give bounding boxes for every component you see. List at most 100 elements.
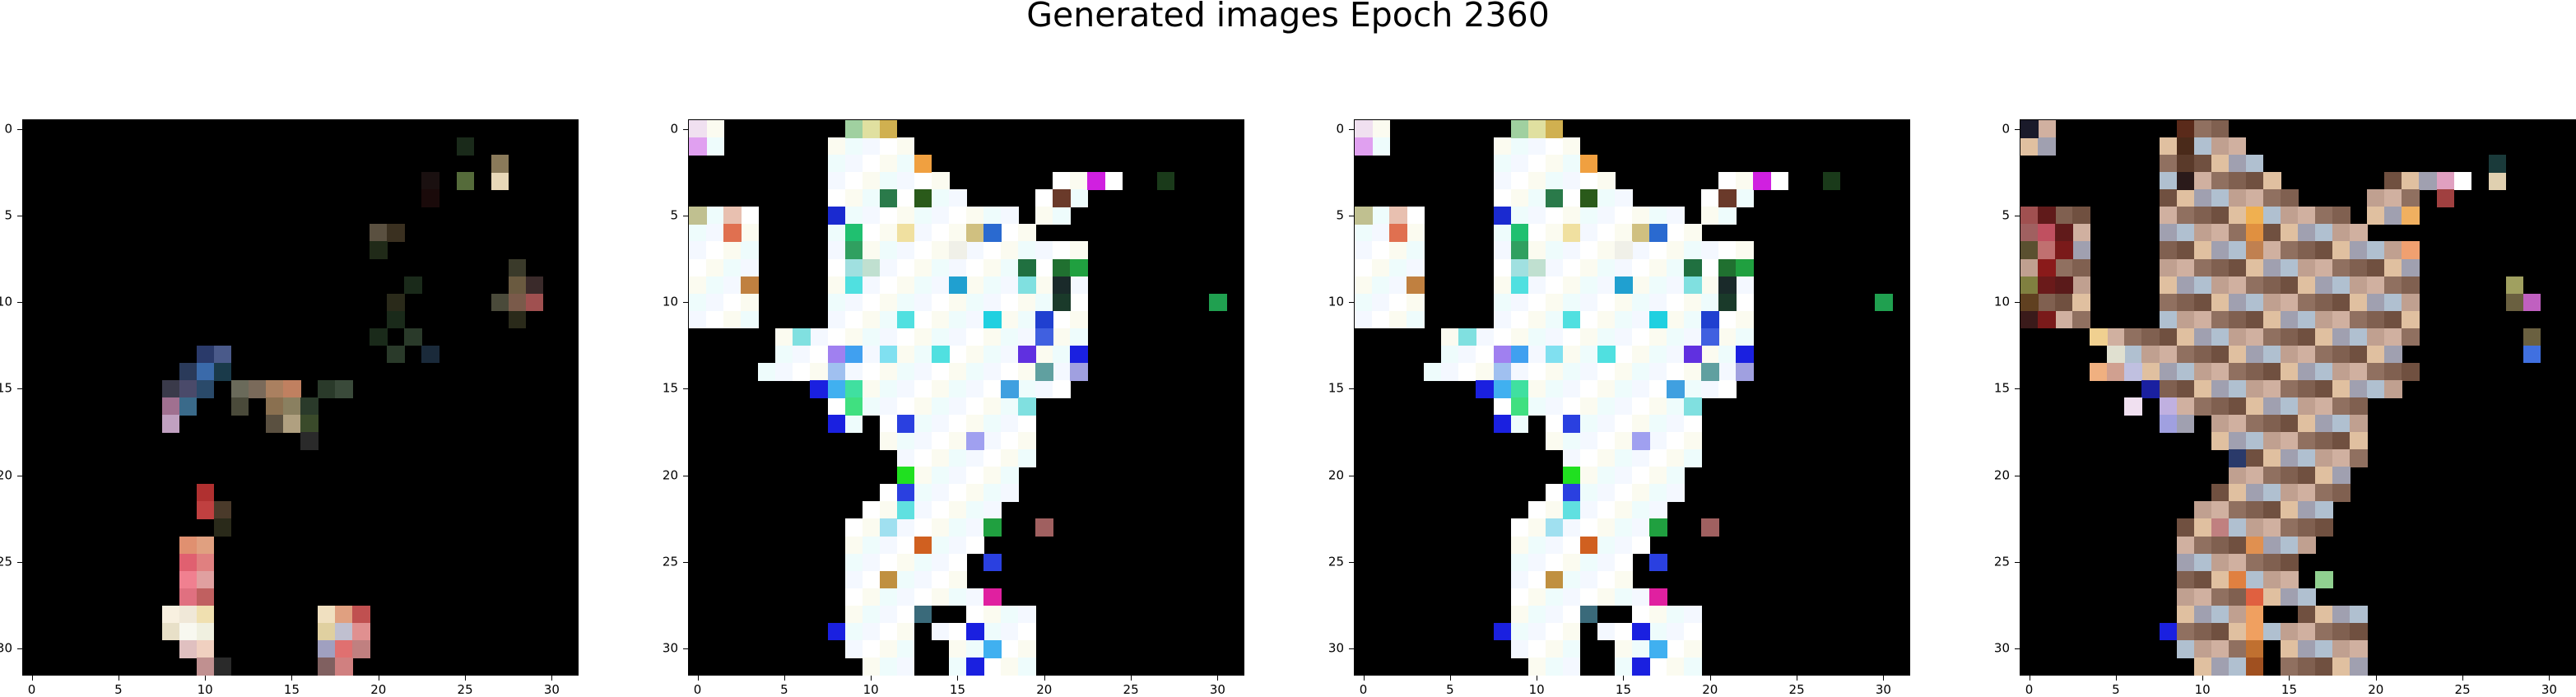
x-tick-label: 10 — [2194, 682, 2211, 697]
pixel-cell — [1667, 484, 1685, 502]
pixel-cell — [1684, 415, 1702, 433]
pixel-cell — [1649, 553, 1667, 572]
pixel-cell — [1053, 276, 1071, 295]
pixel-cell — [2159, 622, 2178, 641]
pixel-cell — [2298, 415, 2316, 433]
x-tick-label: 20 — [1036, 682, 1053, 697]
pixel-cell — [1770, 172, 1789, 190]
pixel-cell — [1510, 362, 1529, 381]
pixel-cell — [948, 570, 967, 589]
pixel-cell — [1597, 449, 1616, 467]
pixel-cell — [1372, 241, 1390, 260]
pixel-cell — [896, 639, 915, 658]
pixel-cell — [196, 588, 215, 606]
pixel-cell — [2315, 224, 2333, 243]
pixel-cell — [1087, 172, 1106, 190]
pixel-cell — [2332, 449, 2350, 467]
pixel-cell — [2298, 449, 2316, 467]
pixel-cell — [1562, 605, 1581, 624]
pixel-cell — [1476, 345, 1495, 364]
pixel-cell — [2298, 224, 2316, 243]
x-tick-label: 20 — [2368, 682, 2384, 697]
pixel-cell — [2176, 379, 2195, 398]
pixel-cell — [862, 588, 881, 606]
pixel-cell — [2107, 345, 2125, 364]
pixel-cell — [827, 207, 846, 225]
pixel-cell — [335, 379, 353, 398]
pixel-cell — [1579, 207, 1598, 225]
pixel-cell — [966, 467, 984, 485]
pixel-cell — [2315, 570, 2333, 589]
pixel-cell — [1597, 501, 1616, 520]
pixel-cell — [1389, 258, 1407, 277]
pixel-cell — [2245, 276, 2264, 295]
pixel-cell — [1701, 310, 1719, 329]
pixel-cell — [2350, 449, 2368, 467]
pixel-cell — [896, 328, 915, 346]
pixel-cell — [983, 276, 1002, 295]
pixel-cell — [1614, 379, 1633, 398]
pixel-cell — [1718, 172, 1737, 190]
pixel-cell — [1053, 345, 1071, 364]
pixel-cell — [1579, 484, 1598, 502]
pixel-cell — [983, 241, 1002, 260]
pixel-cell — [2280, 432, 2299, 450]
pixel-cell — [2159, 397, 2178, 416]
pixel-cell — [1649, 293, 1667, 312]
pixel-cell — [1527, 224, 1546, 243]
pixel-cell — [2298, 432, 2316, 450]
pixel-cell — [2280, 639, 2299, 658]
pixel-cell — [2176, 605, 2195, 624]
pixel-cell — [896, 518, 915, 537]
pixel-cell — [2402, 293, 2420, 312]
pixel-cell — [723, 207, 742, 225]
pixel-cell — [179, 639, 198, 658]
pixel-cell — [844, 622, 863, 641]
pixel-cell — [179, 397, 198, 416]
pixel-cell — [2350, 258, 2368, 277]
pixel-cell — [827, 172, 846, 190]
y-tick-mark — [1349, 562, 1354, 564]
pixel-cell — [844, 328, 863, 346]
pixel-cell — [2211, 258, 2230, 277]
pixel-cell — [2367, 379, 2385, 398]
pixel-cell — [1545, 241, 1564, 260]
pixel-cell — [179, 570, 198, 589]
pixel-cell — [914, 293, 932, 312]
pixel-cell — [161, 397, 180, 416]
pixel-cell — [2245, 207, 2264, 225]
pixel-cell — [2262, 362, 2281, 381]
pixel-grid — [689, 120, 1244, 676]
pixel-cell — [2176, 276, 2195, 295]
pixel-cell — [983, 397, 1002, 416]
pixel-cell — [2228, 207, 2247, 225]
pixel-cell — [2332, 224, 2350, 243]
pixel-cell — [2176, 639, 2195, 658]
pixel-cell — [983, 467, 1002, 485]
pixel-cell — [966, 536, 984, 555]
pixel-cell — [2176, 415, 2195, 433]
pixel-cell — [966, 379, 984, 398]
pixel-cell — [1579, 588, 1598, 606]
pixel-cell — [1545, 293, 1564, 312]
pixel-cell — [914, 172, 932, 190]
pixel-cell — [1632, 310, 1650, 329]
pixel-cell — [2384, 207, 2402, 225]
pixel-cell — [1614, 536, 1633, 555]
pixel-cell — [862, 605, 881, 624]
pixel-cell — [948, 553, 967, 572]
pixel-cell — [196, 536, 215, 555]
pixel-cell — [2262, 449, 2281, 467]
pixel-cell — [2055, 258, 2073, 277]
x-tick-label: 10 — [863, 682, 879, 697]
pixel-cell — [2176, 293, 2195, 312]
pixel-cell — [2298, 207, 2316, 225]
pixel-cell — [2262, 207, 2281, 225]
pixel-cell — [862, 518, 881, 537]
pixel-cell — [1510, 120, 1529, 138]
pixel-cell — [2055, 224, 2073, 243]
pixel-cell — [1510, 276, 1529, 295]
pixel-cell — [689, 293, 707, 312]
x-tick-label: 30 — [1875, 682, 1891, 697]
pixel-cell — [265, 379, 284, 398]
